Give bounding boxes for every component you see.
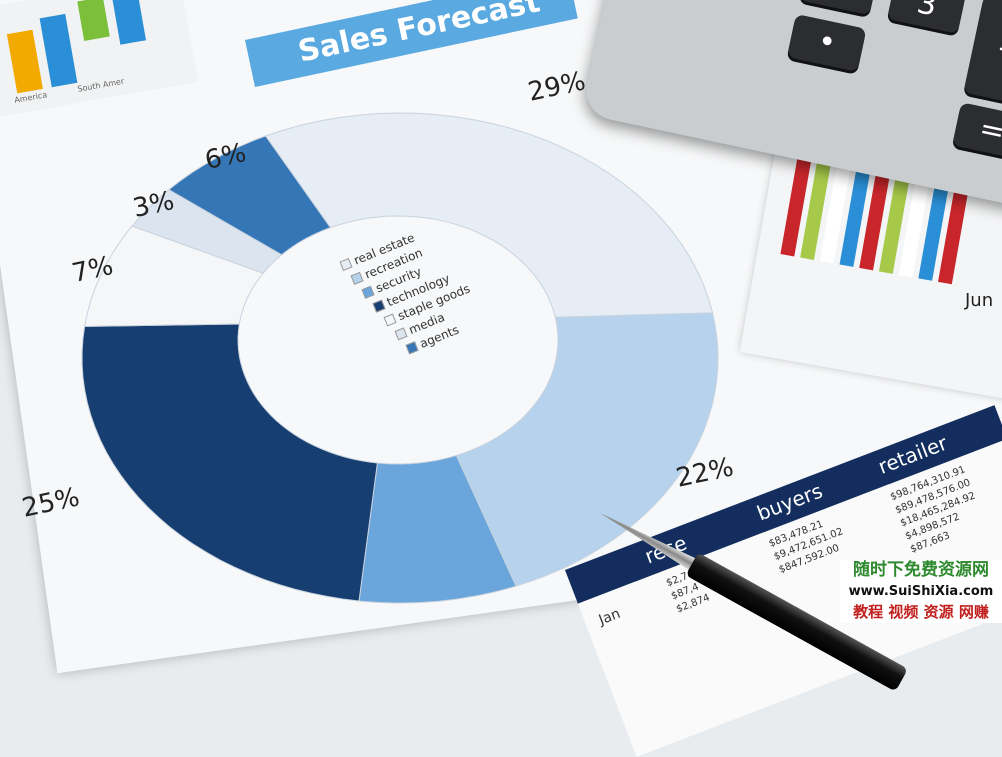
calc-key: +: [963, 0, 1002, 108]
donut-slice-real-estate: [264, 112, 714, 318]
donut-slice-agents: [168, 135, 332, 256]
legend-swatch: [350, 271, 364, 285]
calc-key: =: [952, 102, 1002, 161]
watermark: 随时下免费资源网 www.SuiShiXia.com 教程 视频 资源 网赚: [840, 560, 1002, 623]
donut-slice-technology: [81, 323, 378, 602]
legend-swatch: [372, 299, 386, 313]
legend-swatch: [394, 326, 408, 340]
donut-chart: [81, 112, 719, 604]
legend-swatch: [383, 313, 397, 327]
month-label: Jun: [965, 290, 994, 311]
calc-key: 00: [799, 0, 879, 16]
legend-swatch: [361, 285, 375, 299]
calc-key: 3: [887, 0, 967, 34]
calc-key: •: [786, 13, 867, 72]
legend-swatch: [405, 340, 419, 354]
